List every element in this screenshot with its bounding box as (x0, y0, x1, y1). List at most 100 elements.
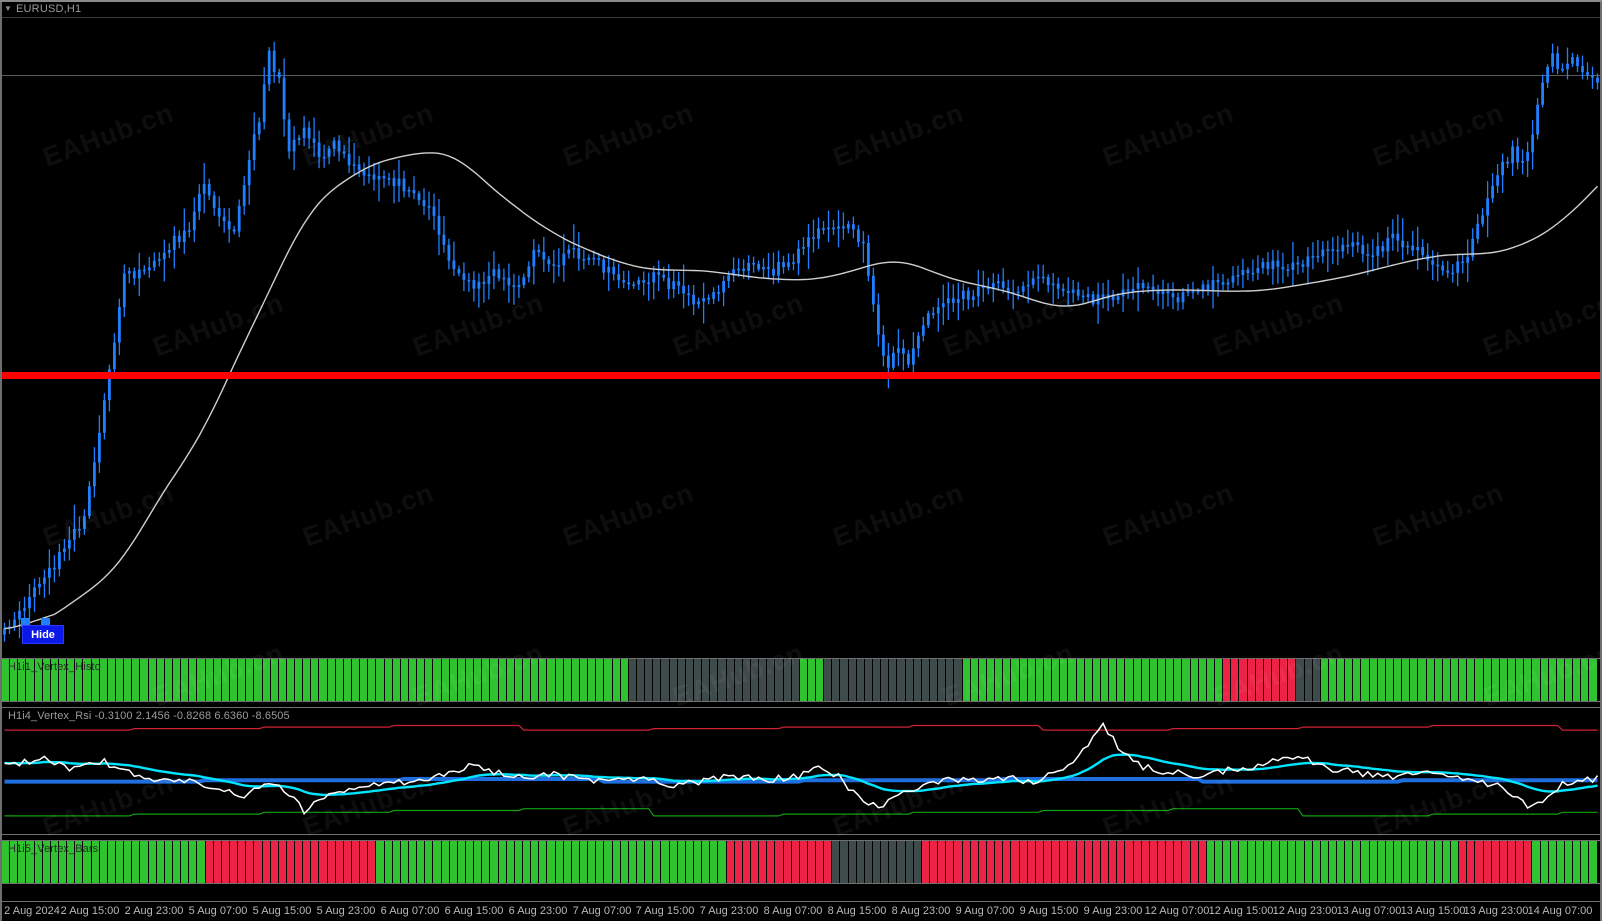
histogram-bar (1214, 841, 1223, 883)
histogram-bar (1410, 841, 1418, 883)
histogram-bar (1304, 841, 1312, 883)
histogram-bar (1508, 659, 1516, 701)
histogram-bar (1092, 841, 1100, 883)
chevron-down-icon[interactable]: ▼ (4, 3, 12, 13)
time-axis[interactable]: 2 Aug 2024 2 Aug 15:00 2 Aug 23:00 5 Aug 07… (2, 901, 1600, 921)
histogram-bar (921, 659, 930, 701)
histogram-bar (498, 841, 506, 883)
histogram-bar (995, 841, 1003, 883)
time-axis-label: 6 Aug 15:00 (444, 905, 504, 917)
histogram-bar (384, 659, 392, 701)
histogram-bar (1239, 841, 1247, 883)
histogram-bar (1003, 659, 1011, 701)
histogram-bar (1198, 659, 1206, 701)
histogram-bar (563, 841, 571, 883)
histogram-bar (1019, 841, 1027, 883)
histogram-bar (156, 659, 164, 701)
histogram-bar (1573, 659, 1581, 701)
histogram-bar (1451, 841, 1459, 883)
histogram-bar (246, 659, 254, 701)
histogram-bar (457, 659, 466, 701)
histogram-bar (270, 659, 278, 701)
histogram-bar (1231, 841, 1239, 883)
histogram-bar (156, 841, 164, 883)
histogram-bar (1052, 841, 1060, 883)
histogram-bar (1548, 659, 1556, 701)
histogram-bar (1149, 841, 1157, 883)
histogram-bar (889, 841, 897, 883)
histogram-bar (1296, 841, 1304, 883)
histogram-bar (1052, 659, 1060, 701)
histogram-bar (10, 841, 18, 883)
histogram-bar (229, 841, 238, 883)
histogram-bar (457, 841, 466, 883)
time-axis-label: 6 Aug 07:00 (380, 905, 440, 917)
histogram-bar (1589, 841, 1597, 883)
histogram-bar (1035, 841, 1043, 883)
histogram-bar (1426, 841, 1434, 883)
histogram-bar (75, 659, 83, 701)
histogram-bar (1442, 841, 1451, 883)
histogram-bar (1092, 659, 1100, 701)
histogram-bar (1304, 659, 1312, 701)
histogram-strip-bottom-pane[interactable]: H1i5_Vertex_Bars (2, 840, 1600, 884)
histogram-bar (677, 659, 685, 701)
histogram-bar (474, 841, 482, 883)
histogram-bar (783, 841, 791, 883)
histogram-bar (514, 659, 522, 701)
hide-button[interactable]: Hide (22, 625, 64, 644)
histogram-bar (311, 659, 319, 701)
histogram-bar (1206, 659, 1214, 701)
histogram-bar (718, 841, 726, 883)
histogram-bar (1255, 659, 1263, 701)
histogram-bar (628, 841, 636, 883)
histogram-bar (946, 841, 954, 883)
histogram-bar (938, 841, 946, 883)
histogram-bar (1328, 659, 1337, 701)
histogram-bar (1532, 659, 1540, 701)
histogram-bar (1312, 841, 1320, 883)
histogram-bar (115, 841, 124, 883)
histogram-bar (555, 659, 563, 701)
histogram-bar (1540, 841, 1548, 883)
time-axis-label: 9 Aug 23:00 (1083, 905, 1143, 917)
histogram-bar (1524, 659, 1532, 701)
vertex-rsi-pane[interactable]: H1i4_Vertex_Rsi -0.3100 2.1456 -0.8268 6… (2, 707, 1600, 835)
histogram-bar (612, 841, 620, 883)
histogram-bar (140, 659, 148, 701)
histogram-bar (1182, 841, 1190, 883)
histogram-bar (767, 659, 775, 701)
histogram-bar (1532, 841, 1540, 883)
time-axis-label: 12 Aug 07:00 (1144, 905, 1210, 917)
histogram-bar (506, 659, 514, 701)
histogram-strip-top-pane[interactable]: H1i1_Vertex_Histo (2, 658, 1600, 702)
price-chart-pane[interactable] (2, 19, 1600, 656)
time-axis-label: 7 Aug 07:00 (572, 905, 632, 917)
histogram-bar (189, 659, 197, 701)
histogram-bar (343, 841, 352, 883)
histogram-bar (1223, 841, 1231, 883)
time-axis-label: 8 Aug 23:00 (891, 905, 951, 917)
histogram-bar (417, 841, 425, 883)
histogram-bar (1288, 841, 1296, 883)
hide-handle-knob-1 (21, 618, 30, 627)
histogram-bar (1581, 659, 1589, 701)
histogram-bar (238, 659, 246, 701)
histogram-bottom-label: H1i5_Vertex_Bars (8, 843, 99, 855)
histogram-bar (970, 659, 978, 701)
histogram-bar (1084, 841, 1092, 883)
histogram-bar (596, 841, 604, 883)
histogram-bar (1589, 659, 1597, 701)
histogram-bar (1483, 659, 1491, 701)
histogram-bar (1182, 659, 1190, 701)
histogram-bar (368, 659, 376, 701)
histogram-bar (172, 659, 181, 701)
histogram-bar (1540, 659, 1548, 701)
histogram-bar (311, 841, 319, 883)
histogram-bar (58, 659, 67, 701)
histogram-bar (1434, 841, 1442, 883)
histogram-bar (628, 659, 636, 701)
time-axis-label: 12 Aug 23:00 (1272, 905, 1338, 917)
histogram-bar (1426, 659, 1434, 701)
histogram-bar (433, 841, 441, 883)
